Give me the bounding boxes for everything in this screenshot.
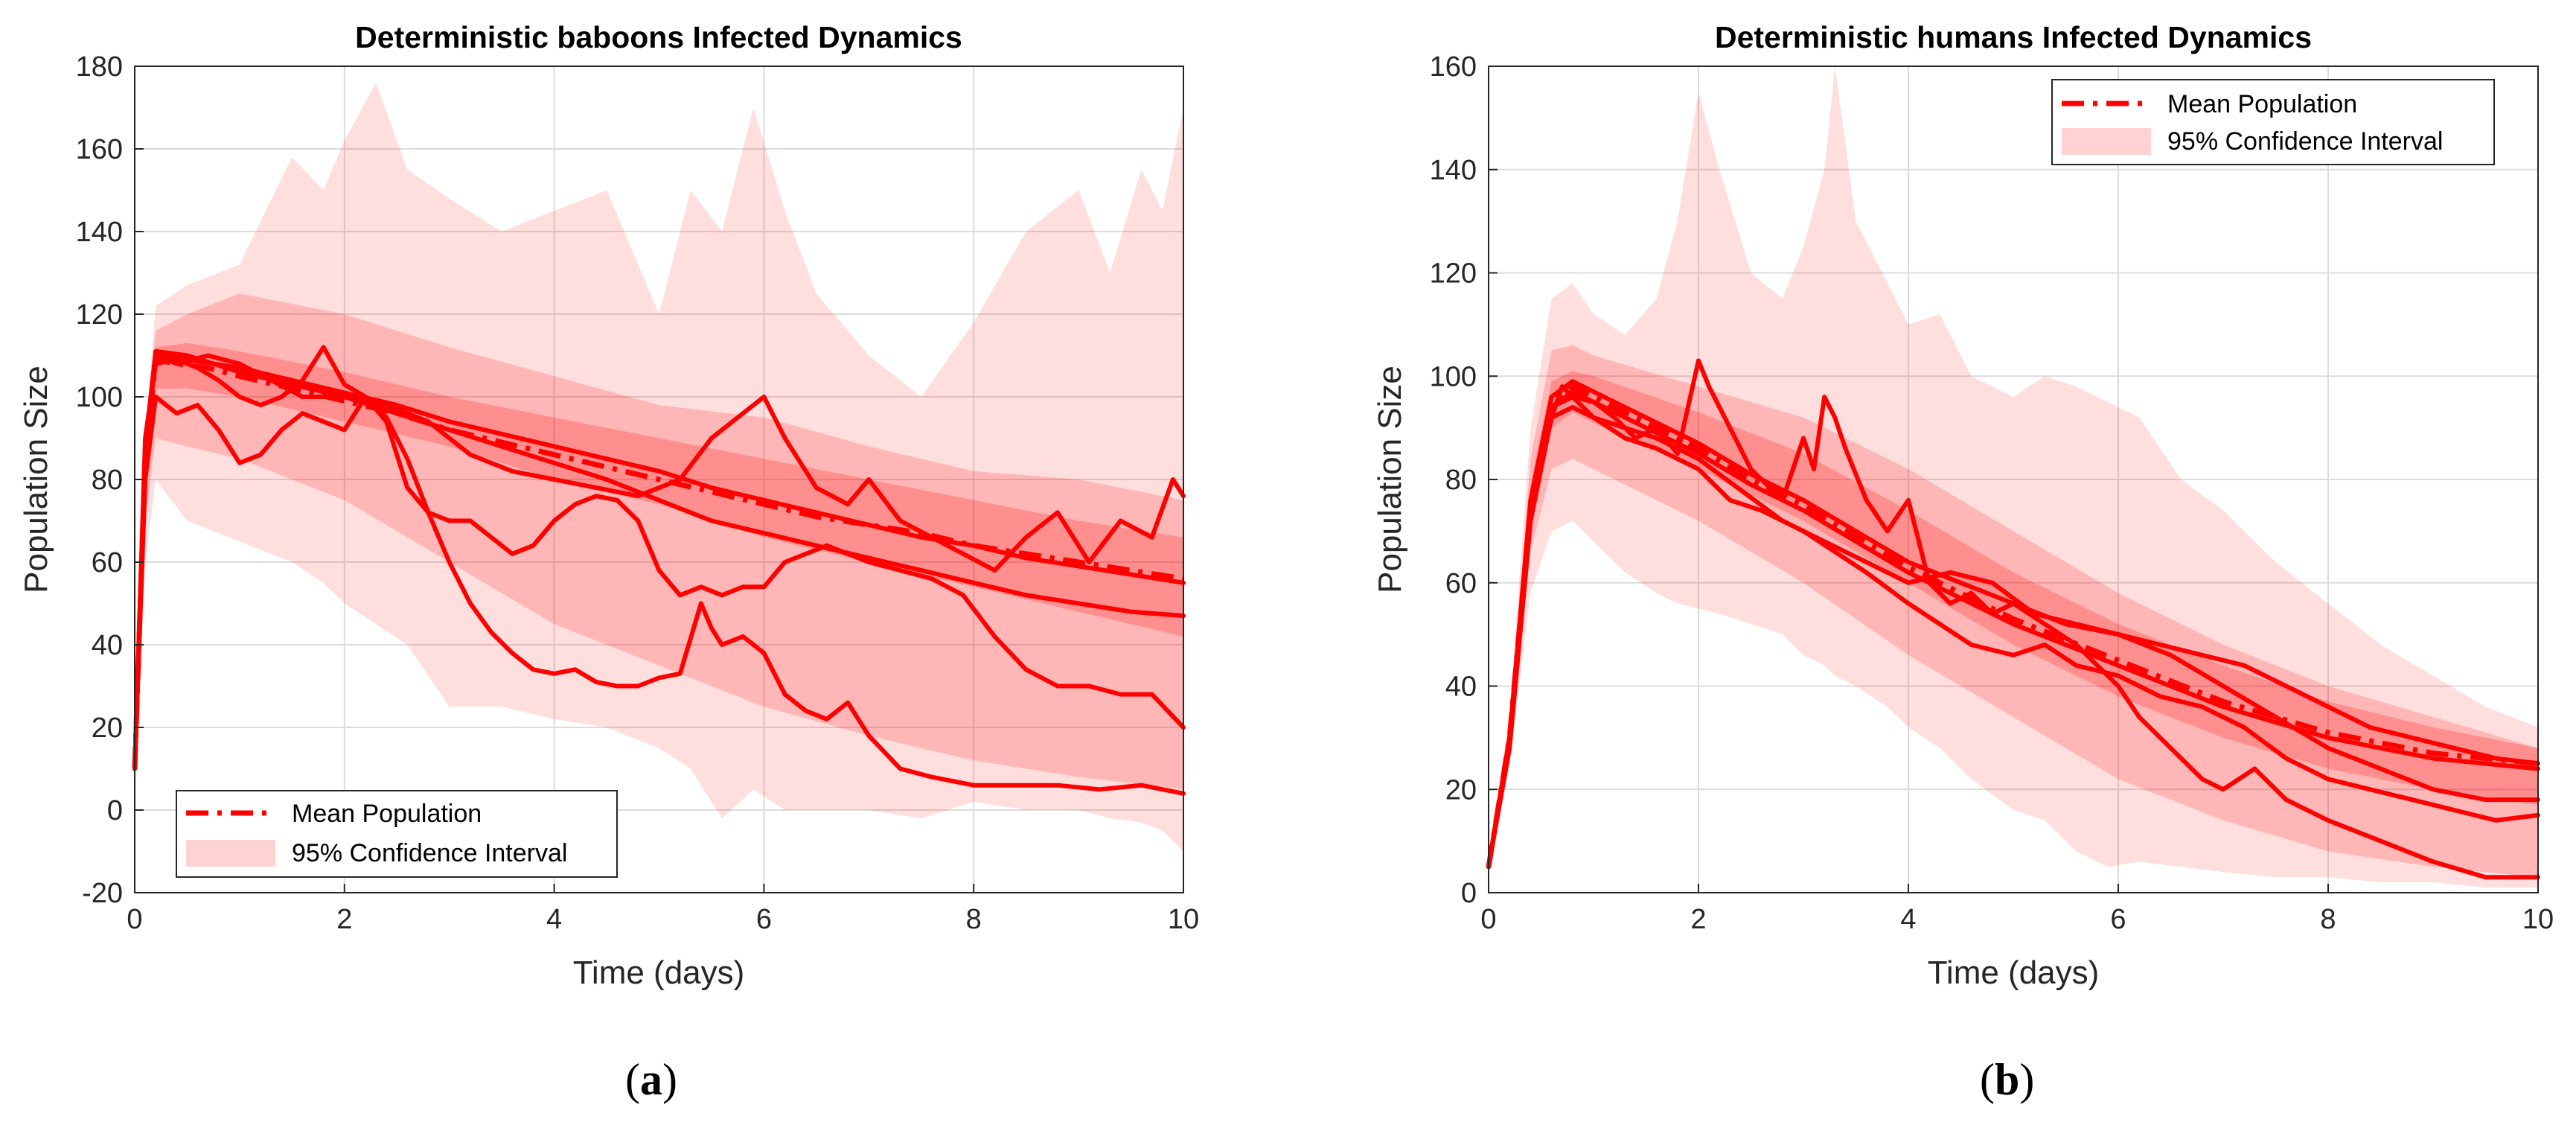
chart-b-ytick-label-0: 0: [1461, 878, 1477, 909]
chart-b-title: Deterministic humans Infected Dynamics: [1715, 20, 2312, 54]
chart-a-xlabel: Time (days): [573, 954, 745, 991]
chart-a-ytick-label-2: 20: [92, 713, 123, 744]
chart-b-legend-ci-label: 95% Confidence Interval: [2167, 127, 2443, 156]
chart-a-ci-band-middle: [135, 293, 1183, 790]
chart-a-ytick-label-8: 140: [76, 217, 123, 248]
chart-b-series-3: [1486, 404, 2540, 870]
chart-b-legend-mean-label: Mean Population: [2167, 90, 2357, 118]
chart-b-series-5: [1486, 389, 2540, 870]
chart-a-xtick-label-5: 10: [1168, 904, 1199, 935]
chart-b-ytick-label-5: 100: [1430, 361, 1477, 392]
chart-a-xtick-label-1: 2: [336, 904, 352, 935]
chart-a-ytick-label-1: 0: [107, 795, 123, 826]
chart-a-ytick-label-5: 80: [92, 465, 123, 496]
chart-a-ytick-label-4: 60: [92, 547, 123, 578]
chart-b-ytick-label-8: 160: [1430, 51, 1477, 83]
chart-b-legend-ci-swatch: [2062, 128, 2151, 155]
chart-a-mean: [132, 356, 1184, 769]
chart-b-mean-line: [1486, 383, 2539, 867]
chart-b: Deterministic humans Infected Dynamics 0…: [1372, 20, 2554, 1104]
chart-b-mean: [1486, 383, 2539, 867]
chart-a-xtick-label-0: 0: [127, 904, 142, 935]
chart-a-legend-ci-swatch: [186, 840, 275, 867]
chart-b-ytick-label-3: 60: [1445, 568, 1477, 599]
chart-a-series-2: [132, 395, 1186, 771]
chart-b-xtick-label-1: 2: [1690, 904, 1706, 935]
chart-a-ytick-label-3: 40: [92, 630, 123, 661]
chart-b-caption-letter: b: [1995, 1055, 2019, 1104]
chart-b-ytick-label-6: 120: [1430, 258, 1477, 290]
chart-b-xlabel: Time (days): [1928, 954, 2100, 991]
chart-a-ytick-label-0: -20: [82, 878, 123, 909]
chart-b-xtick-label-5: 10: [2522, 904, 2554, 935]
chart-a-bands: [135, 83, 1183, 852]
chart-a-xtick-label-4: 8: [966, 904, 982, 935]
chart-a-caption: (a): [625, 1055, 677, 1104]
chart-a: Deterministic baboons Infected Dynamics …: [18, 20, 1199, 1104]
chart-b-legend: Mean Population 95% Confidence Interval: [2051, 79, 2495, 165]
chart-b-ylabel: Population Size: [1372, 366, 1408, 593]
chart-b-series-4: [1486, 379, 2540, 870]
chart-a-legend-ci-label: 95% Confidence Interval: [292, 839, 567, 867]
chart-a-xtick-label-2: 4: [546, 904, 562, 935]
chart-b-ytick-label-2: 40: [1445, 672, 1477, 703]
chart-b-bands: [1489, 66, 2538, 888]
chart-a-legend-mean-label: Mean Population: [292, 800, 482, 828]
chart-a-ytick-label-7: 120: [76, 299, 123, 331]
chart-b-ytick-label-4: 80: [1445, 465, 1477, 496]
chart-b-ci-band-middle: [1489, 345, 2538, 878]
chart-a-series-1: [132, 345, 1186, 796]
chart-a-ci-band-outer: [135, 83, 1183, 852]
chart-b-ytick-label-7: 140: [1430, 155, 1477, 186]
chart-b-series: [1486, 358, 2540, 880]
chart-a-xtick-label-3: 6: [756, 904, 772, 935]
chart-a-caption-letter: a: [640, 1055, 662, 1104]
chart-a-ytick-label-10: 180: [76, 51, 123, 83]
chart-a-ylabel: Population Size: [18, 366, 54, 593]
chart-b-xtick-label-3: 6: [2110, 904, 2126, 935]
chart-a-ytick-label-9: 160: [76, 134, 123, 165]
chart-a-ytick-label-6: 100: [76, 382, 123, 413]
chart-b-caption: (b): [1980, 1055, 2034, 1104]
chart-a-title: Deterministic baboons Infected Dynamics: [355, 20, 962, 54]
chart-b-xtick-label-0: 0: [1480, 904, 1496, 935]
chart-b-xtick-label-4: 8: [2320, 904, 2336, 935]
chart-b-xtick-label-2: 4: [1900, 904, 1916, 935]
chart-a-legend: Mean Population 95% Confidence Interval: [176, 790, 618, 878]
chart-b-ytick-label-1: 20: [1445, 774, 1477, 806]
chart-a-mean-line: [132, 356, 1184, 769]
